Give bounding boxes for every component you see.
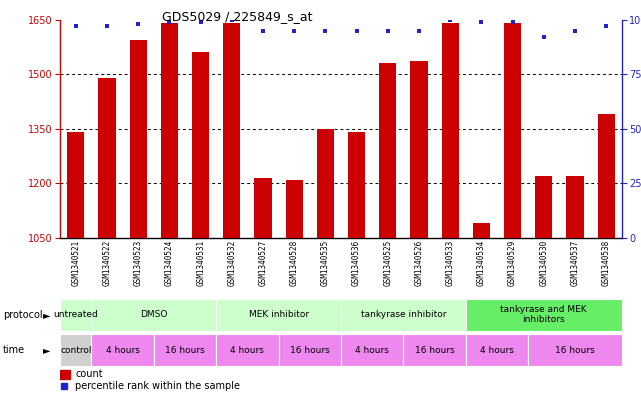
Bar xyxy=(223,23,240,238)
Text: GSM1340527: GSM1340527 xyxy=(258,240,267,286)
Bar xyxy=(442,23,459,238)
Point xyxy=(227,17,237,23)
Point xyxy=(445,17,455,23)
Bar xyxy=(60,299,92,331)
Text: GSM1340528: GSM1340528 xyxy=(290,240,299,286)
Bar xyxy=(161,23,178,238)
Point xyxy=(133,21,144,27)
Text: 4 hours: 4 hours xyxy=(355,346,389,354)
Point xyxy=(508,19,518,25)
Bar xyxy=(60,334,92,366)
Bar xyxy=(192,52,209,238)
Bar xyxy=(317,129,334,238)
Text: GSM1340522: GSM1340522 xyxy=(103,240,112,286)
Text: 4 hours: 4 hours xyxy=(106,346,140,354)
Bar xyxy=(567,176,583,238)
Text: GSM1340526: GSM1340526 xyxy=(415,240,424,286)
Point xyxy=(538,34,549,40)
Point xyxy=(258,28,268,34)
Text: percentile rank within the sample: percentile rank within the sample xyxy=(75,380,240,391)
Bar xyxy=(129,40,147,238)
Bar xyxy=(92,299,216,331)
Text: MEK inhibitor: MEK inhibitor xyxy=(249,310,309,319)
Text: GSM1340531: GSM1340531 xyxy=(196,240,205,286)
Bar xyxy=(348,132,365,238)
Text: GSM1340524: GSM1340524 xyxy=(165,240,174,286)
Text: GSM1340536: GSM1340536 xyxy=(352,240,361,286)
Text: GSM1340521: GSM1340521 xyxy=(71,240,80,286)
Point xyxy=(71,23,81,29)
Text: GSM1340534: GSM1340534 xyxy=(477,240,486,286)
Text: 16 hours: 16 hours xyxy=(415,346,454,354)
Point xyxy=(476,19,487,25)
Bar xyxy=(279,334,341,366)
Point xyxy=(289,28,299,34)
Bar xyxy=(60,370,70,378)
Bar xyxy=(466,299,622,331)
Text: GDS5029 / 225849_s_at: GDS5029 / 225849_s_at xyxy=(162,10,312,23)
Text: untreated: untreated xyxy=(53,310,98,319)
Text: ►: ► xyxy=(42,310,50,320)
Bar xyxy=(466,334,528,366)
Text: GSM1340529: GSM1340529 xyxy=(508,240,517,286)
Bar xyxy=(473,223,490,238)
Bar xyxy=(410,61,428,238)
Bar xyxy=(99,78,115,238)
Text: GSM1340530: GSM1340530 xyxy=(539,240,548,286)
Point xyxy=(414,28,424,34)
Point xyxy=(102,23,112,29)
Text: GSM1340535: GSM1340535 xyxy=(321,240,330,286)
Bar xyxy=(216,334,279,366)
Text: GSM1340523: GSM1340523 xyxy=(134,240,143,286)
Text: 16 hours: 16 hours xyxy=(290,346,329,354)
Text: control: control xyxy=(60,346,92,354)
Text: 4 hours: 4 hours xyxy=(480,346,514,354)
Bar xyxy=(597,114,615,238)
Text: GSM1340525: GSM1340525 xyxy=(383,240,392,286)
Text: 4 hours: 4 hours xyxy=(231,346,264,354)
Text: 16 hours: 16 hours xyxy=(165,346,205,354)
Text: GSM1340533: GSM1340533 xyxy=(445,240,454,286)
Text: tankyrase and MEK
inhibitors: tankyrase and MEK inhibitors xyxy=(501,305,587,325)
Bar xyxy=(504,23,521,238)
Bar xyxy=(379,63,396,238)
Bar xyxy=(341,334,403,366)
Text: DMSO: DMSO xyxy=(140,310,167,319)
Text: tankyrase inhibitor: tankyrase inhibitor xyxy=(361,310,446,319)
Bar xyxy=(286,180,303,238)
Text: count: count xyxy=(75,369,103,379)
Point xyxy=(570,28,580,34)
Text: GSM1340538: GSM1340538 xyxy=(602,240,611,286)
Point xyxy=(383,28,393,34)
Text: time: time xyxy=(3,345,26,355)
Point xyxy=(320,28,331,34)
Bar xyxy=(341,299,466,331)
Point xyxy=(351,28,362,34)
Bar xyxy=(154,334,216,366)
Bar xyxy=(403,334,466,366)
Text: GSM1340532: GSM1340532 xyxy=(228,240,237,286)
Text: 16 hours: 16 hours xyxy=(555,346,595,354)
Bar xyxy=(92,334,154,366)
Point xyxy=(164,19,174,25)
Bar xyxy=(528,334,622,366)
Point xyxy=(601,23,612,29)
Text: protocol: protocol xyxy=(3,310,43,320)
Bar xyxy=(216,299,341,331)
Bar xyxy=(535,176,553,238)
Text: GSM1340537: GSM1340537 xyxy=(570,240,579,286)
Bar xyxy=(254,178,272,238)
Text: ►: ► xyxy=(42,345,50,355)
Bar xyxy=(67,132,85,238)
Point xyxy=(196,19,206,25)
